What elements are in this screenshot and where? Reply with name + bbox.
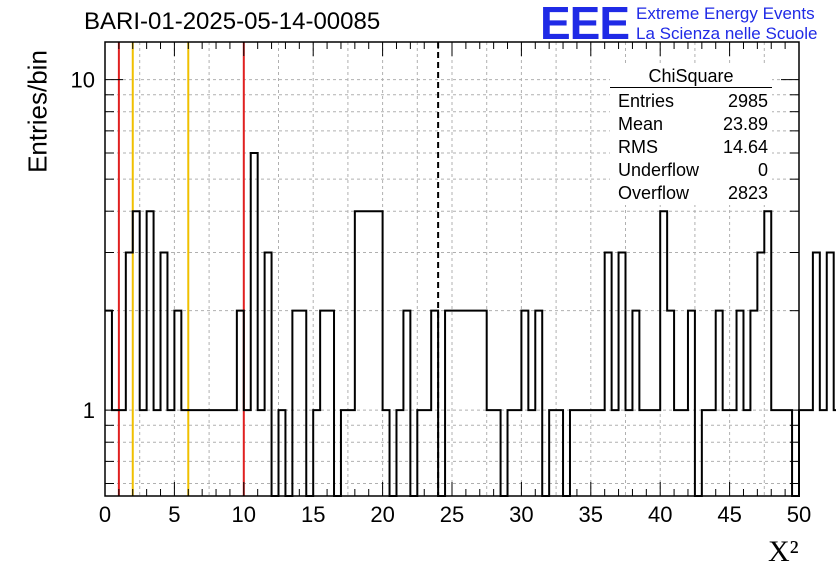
x-tick-label: 40 — [648, 502, 672, 527]
y-tick-label: 10 — [71, 68, 95, 93]
x-axis-label: X² — [768, 535, 799, 568]
logo-line-2: La Scienza nelle Scuole — [636, 24, 818, 43]
stats-row-underflow: Underflow 0 — [610, 159, 772, 182]
stats-row-mean: Mean 23.89 — [610, 113, 772, 136]
x-tick-label: 30 — [509, 502, 533, 527]
stats-title: ChiSquare — [610, 66, 772, 88]
stats-row-entries: Entries 2985 — [610, 90, 772, 113]
stats-row-rms: RMS 14.64 — [610, 136, 772, 159]
stats-label: RMS — [618, 137, 658, 157]
stats-value: 0 — [757, 160, 768, 180]
x-tick-label: 45 — [717, 502, 741, 527]
stats-row-overflow: Overflow 2823 — [610, 182, 772, 205]
stats-label: Underflow — [618, 160, 700, 180]
x-tick-label: 0 — [99, 502, 111, 527]
x-tick-label: 15 — [301, 502, 325, 527]
y-axis-label: Entries/bin — [22, 50, 53, 173]
x-tick-label: 35 — [579, 502, 603, 527]
stats-label: Entries — [618, 91, 675, 111]
logo-line-1: Extreme Energy Events — [636, 4, 815, 23]
stats-label: Overflow — [618, 183, 690, 203]
chart-title: BARI-01-2025-05-14-00085 — [84, 8, 381, 35]
eee-logo: EEE — [540, 0, 630, 49]
x-tick-label: 5 — [168, 502, 180, 527]
stats-box: ChiSquare Entries 2985 Mean 23.89 RMS 14… — [610, 66, 772, 205]
stats-value: 23.89 — [722, 114, 768, 134]
x-tick-label: 50 — [787, 502, 811, 527]
stats-value: 14.64 — [722, 137, 768, 157]
stats-label: Mean — [618, 114, 664, 134]
stats-value: 2823 — [727, 183, 768, 203]
stats-value: 2985 — [727, 91, 768, 111]
y-tick-label: 1 — [83, 398, 95, 423]
histogram-series — [105, 151, 836, 497]
x-tick-label: 25 — [440, 502, 464, 527]
x-tick-label: 10 — [232, 502, 256, 527]
x-tick-label: 20 — [370, 502, 394, 527]
